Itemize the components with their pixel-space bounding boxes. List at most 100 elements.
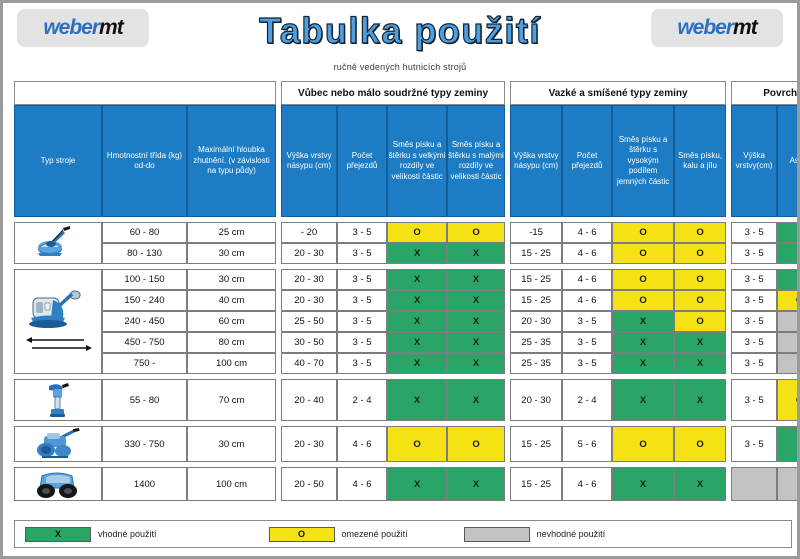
data-cell: 25 - 35: [510, 353, 563, 374]
group-header-row: Vůbec nebo málo soudržné typy zeminy Vazk…: [14, 81, 797, 105]
column-header-5: Směs písku a štěrku s velkými rozdíly ve…: [387, 105, 448, 217]
legend-label-limited: omezené použití: [341, 529, 408, 539]
legend-label-unsuitable: nevhodné použití: [536, 529, 606, 539]
data-cell: 15 - 25: [510, 269, 563, 290]
data-cell: O: [447, 222, 506, 243]
data-cell: 15 - 25: [510, 243, 563, 264]
data-cell: 20 - 50: [281, 467, 338, 501]
data-cell: 240 - 450: [102, 311, 187, 332]
data-cell: 15 - 25: [510, 290, 563, 311]
logo-mt-text: mt: [99, 16, 124, 39]
legend-swatch-limited: O: [268, 526, 335, 542]
column-gap: [505, 379, 511, 421]
data-cell: X: [447, 290, 506, 311]
data-cell: 3 - 5: [337, 269, 388, 290]
data-cell: X: [777, 222, 797, 243]
data-cell: X: [447, 379, 506, 421]
legend-label-suitable: vhodné použití: [98, 529, 157, 539]
data-cell: 30 cm: [187, 269, 277, 290]
column-gap: [505, 81, 511, 105]
column-gap: [276, 222, 282, 243]
title-block: Tabulka použití ručně vedených hutnicích…: [149, 9, 651, 72]
data-cell: 2 - 4: [337, 379, 388, 421]
column-header-12: Asfalt: [777, 105, 797, 217]
row-group-spacer: [14, 217, 797, 222]
column-gap: [505, 243, 511, 264]
table-row: 330 - 750 30 cm 20 - 30 4 - 6 O O 15 - 25 5 - 6…: [14, 426, 797, 462]
data-cell: 60 - 80: [102, 222, 187, 243]
data-cell: 3 - 5: [731, 332, 778, 353]
data-cell: O: [674, 426, 727, 462]
legend-swatch-suitable: X: [25, 526, 91, 542]
data-cell: 3 - 5: [731, 353, 778, 374]
table-row: 450 - 750 80 cm 30 - 50 3 - 5 X X 25 - 35 3 - 5…: [14, 332, 797, 353]
machine-icon-cell-3: [14, 426, 102, 462]
table-row: 150 - 240 40 cm 20 - 30 3 - 5 X X 15 - 25 4 - 6…: [14, 290, 797, 311]
legend-swatch-unsuitable: [463, 526, 530, 542]
column-header-1: Hmotnostní třída (kg) od-do: [102, 105, 187, 217]
column-gap: [276, 269, 282, 290]
table-row: 240 - 450 60 cm 25 - 50 3 - 5 X X 20 - 30 3 - 5…: [14, 311, 797, 332]
machine-icon-cell-0: [14, 222, 102, 264]
row-group-spacer: [14, 421, 797, 426]
data-cell: X: [612, 379, 675, 421]
column-gap: [726, 332, 732, 353]
data-cell: X: [387, 311, 448, 332]
data-cell: 4 - 6: [562, 467, 613, 501]
column-gap: [505, 222, 511, 243]
column-gap: [726, 290, 732, 311]
column-gap: [726, 81, 732, 105]
data-cell: [731, 467, 778, 501]
data-cell: X: [777, 426, 797, 462]
data-cell: O: [674, 311, 727, 332]
data-cell: O: [674, 243, 727, 264]
table-row: 100 - 150 30 cm 20 - 30 3 - 5 X X 15 - 25 4 - 6…: [14, 269, 797, 374]
column-gap: [505, 290, 511, 311]
trench-roller-icon: [15, 468, 101, 500]
data-cell: 20 - 30: [281, 269, 338, 290]
data-cell: O: [674, 269, 727, 290]
data-cell: 40 - 70: [281, 353, 338, 374]
weber-mt-logo-left: webermt: [17, 9, 149, 47]
usage-table-body: Vůbec nebo málo soudržné typy zeminy Vazk…: [14, 81, 797, 506]
data-cell: 3 - 5: [337, 332, 388, 353]
data-cell: 330 - 750: [102, 426, 187, 462]
logo-weber-text: weber: [677, 16, 734, 39]
machine-icon-cell-2: [14, 379, 102, 421]
machine-icon-cell-4: [14, 467, 102, 501]
data-cell: X: [447, 332, 506, 353]
data-cell: 4 - 6: [562, 290, 613, 311]
data-cell: X: [777, 243, 797, 264]
column-header-9: Směs písku a štěrku s vysokým podílem je…: [612, 105, 675, 217]
data-cell: O: [612, 222, 675, 243]
data-cell: - 20: [281, 222, 338, 243]
data-cell: 3 - 5: [562, 353, 613, 374]
data-cell: O: [777, 379, 797, 421]
data-cell: 3 - 5: [337, 222, 388, 243]
group-header-2: Vazké a smíšené typy zeminy: [510, 81, 727, 105]
data-cell: 150 - 240: [102, 290, 187, 311]
row-group-spacer: [14, 501, 797, 506]
data-cell: X: [387, 269, 448, 290]
data-cell: O: [674, 222, 727, 243]
weber-mt-logo-right: webermt: [651, 9, 783, 47]
column-header-2: Maximální hloubka zhutnění. (v závislost…: [187, 105, 277, 217]
data-cell: O: [387, 426, 448, 462]
data-cell: 20 - 30: [510, 379, 563, 421]
walk-behind-roller-icon: [15, 427, 101, 461]
column-gap: [726, 269, 732, 290]
data-cell: X: [447, 311, 506, 332]
data-cell: 25 - 50: [281, 311, 338, 332]
data-cell: 2 - 4: [562, 379, 613, 421]
data-cell: X: [674, 332, 727, 353]
data-cell: X: [674, 467, 727, 501]
data-cell: 30 cm: [187, 426, 277, 462]
data-cell: X: [612, 467, 675, 501]
machine-icon-cell-1: [14, 269, 102, 374]
column-header-0: Typ stroje: [14, 105, 102, 217]
